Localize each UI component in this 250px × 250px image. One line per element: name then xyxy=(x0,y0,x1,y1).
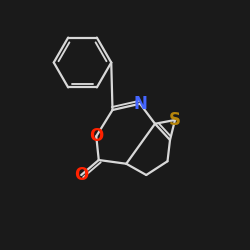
Text: N: N xyxy=(133,95,147,113)
Text: O: O xyxy=(74,166,88,184)
Text: S: S xyxy=(169,111,181,129)
Text: O: O xyxy=(89,127,104,145)
